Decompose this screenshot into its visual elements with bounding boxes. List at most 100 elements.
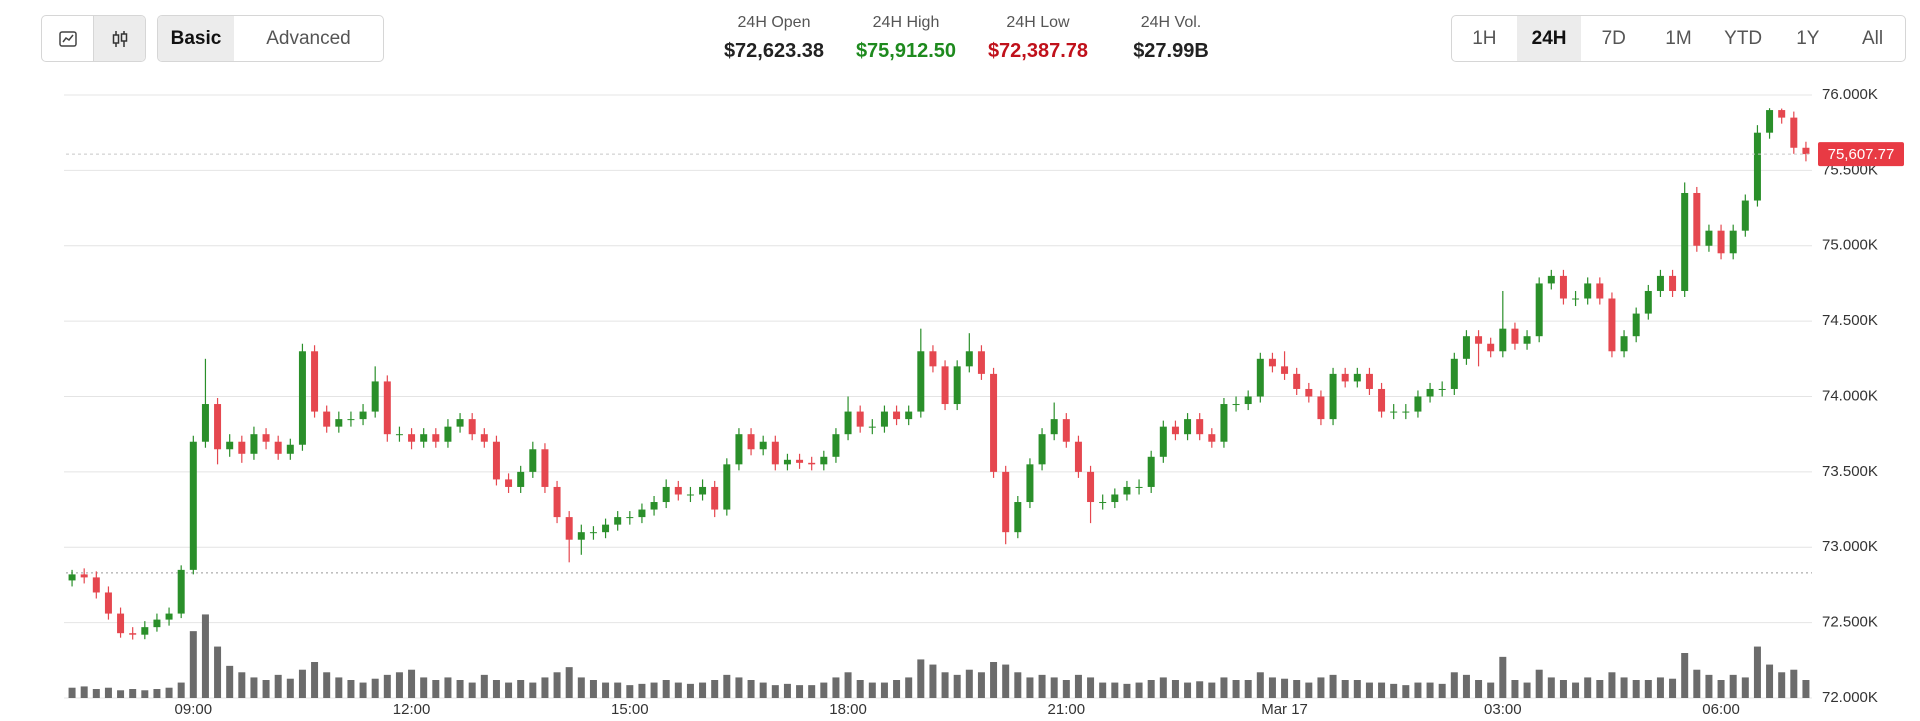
volume-bar	[529, 682, 537, 698]
candle-body	[1608, 298, 1616, 352]
volume-bar	[880, 682, 888, 698]
volume-bar	[1426, 682, 1434, 698]
candle-body	[1196, 419, 1204, 435]
candle-body	[153, 619, 161, 628]
volume-bar	[1656, 677, 1664, 698]
volume-bar	[359, 682, 367, 698]
range-button[interactable]: 1Y	[1796, 27, 1820, 49]
volume-bar	[1729, 674, 1737, 698]
volume-bar	[1778, 672, 1786, 698]
volume-bar	[1766, 664, 1774, 698]
candle-body	[214, 404, 222, 450]
volume-bar	[201, 614, 209, 698]
candle-body	[1729, 230, 1737, 254]
volume-bar	[68, 687, 76, 698]
candle-body	[1693, 192, 1701, 246]
candle-body	[1123, 486, 1131, 495]
chart-style-toggle	[41, 15, 146, 62]
candle-body	[602, 524, 610, 533]
volume-bar	[153, 689, 161, 698]
volume-bar	[335, 677, 343, 698]
volume-bar	[1147, 680, 1155, 698]
stat-label: 24H Vol.	[1140, 14, 1202, 31]
candle-body	[274, 441, 282, 454]
volume-bar	[1499, 656, 1507, 698]
candle-body	[117, 613, 125, 634]
candle-body	[311, 351, 319, 412]
volume-bar	[80, 686, 88, 698]
candle-body	[832, 434, 840, 457]
stat-label: 24H High	[872, 14, 940, 31]
volume-bar	[1438, 683, 1446, 698]
volume-bar	[1159, 677, 1167, 698]
candle-body	[1050, 419, 1058, 435]
candle-body	[480, 434, 488, 442]
stat-label: 24H Low	[1006, 14, 1070, 31]
candle-body	[650, 502, 658, 510]
volume-bar	[165, 687, 173, 698]
volume-bar	[323, 672, 331, 698]
volume-bar	[868, 682, 876, 698]
candle-body	[1074, 441, 1082, 472]
candle-body	[917, 351, 925, 412]
candle-body	[662, 486, 670, 503]
range-button[interactable]: 1M	[1665, 27, 1692, 49]
volume-bar	[965, 669, 973, 698]
candle-body	[383, 381, 391, 435]
candle-body	[1656, 275, 1664, 291]
candle-body	[1087, 471, 1095, 503]
line-icon	[58, 30, 77, 47]
candle-body	[468, 419, 476, 435]
volume-bar	[1293, 680, 1301, 698]
volume-bar	[1572, 682, 1580, 698]
stat: 24H High $75,912.50	[831, 14, 981, 63]
candle-body	[953, 366, 961, 405]
last-price-tag	[1818, 142, 1904, 167]
volume-bar	[844, 672, 852, 698]
candle-body	[723, 464, 731, 510]
candle-body	[141, 627, 149, 635]
volume-bar	[492, 680, 500, 698]
candle-body	[759, 441, 767, 450]
candle-body	[1632, 313, 1640, 337]
volume-bar	[662, 680, 670, 698]
volume-bar	[1038, 674, 1046, 698]
view-button[interactable]: Basic	[158, 16, 234, 61]
candle-body	[1572, 298, 1580, 300]
volume-bar	[650, 682, 658, 698]
volume-bar	[214, 646, 222, 698]
view-button[interactable]: Advanced	[266, 27, 351, 49]
candle-chart-button[interactable]	[94, 16, 145, 61]
last-price-label: 75,607.77	[1828, 146, 1895, 163]
volume-bar	[771, 685, 779, 698]
candle-body	[359, 411, 367, 420]
candle-body	[286, 444, 294, 454]
candle-body	[1681, 192, 1689, 291]
candle-body	[104, 592, 112, 614]
volume-bar	[1002, 664, 1010, 698]
candle-body	[638, 509, 646, 518]
range-button[interactable]: 7D	[1601, 27, 1626, 49]
y-tick-label: 74.000K	[1822, 387, 1878, 404]
candle-body	[80, 574, 88, 578]
volume-bar	[1220, 677, 1228, 698]
line-chart-button[interactable]	[42, 16, 94, 61]
volume-bar	[92, 689, 100, 698]
range-button[interactable]: YTD	[1724, 27, 1763, 49]
candle-body	[565, 517, 573, 540]
candle-body	[783, 459, 791, 465]
candle-body	[1766, 110, 1774, 133]
candle-body	[674, 486, 682, 495]
volume-bar	[1244, 680, 1252, 698]
candle-body	[1220, 404, 1228, 442]
candle-body	[189, 441, 197, 570]
stat-value: $75,912.50	[855, 40, 957, 62]
volume-bar	[432, 680, 440, 698]
range-button[interactable]: 24H	[1516, 16, 1582, 61]
range-button[interactable]: All	[1862, 27, 1884, 49]
candle-body	[1475, 336, 1483, 344]
range-button[interactable]: 1H	[1472, 27, 1497, 49]
candle-body	[201, 404, 209, 442]
candle-body	[1038, 434, 1046, 465]
